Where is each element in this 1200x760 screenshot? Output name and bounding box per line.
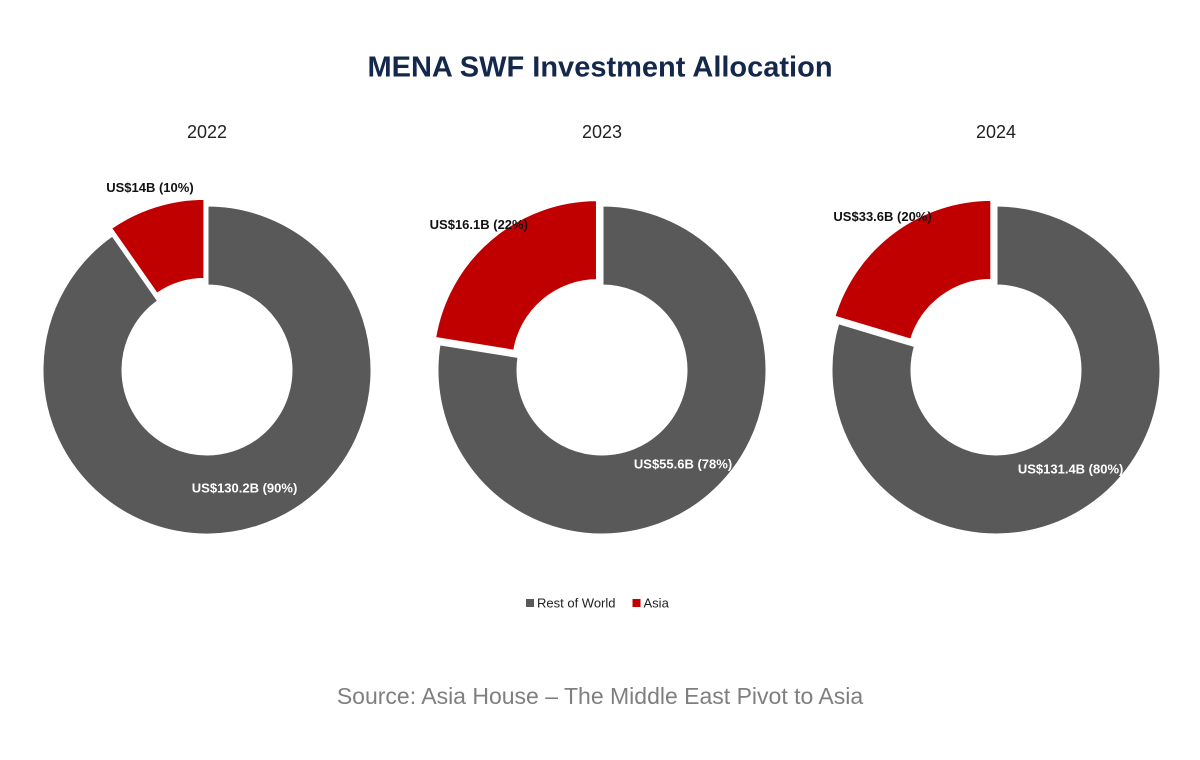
donut-slice <box>435 203 769 537</box>
donut-slice <box>831 197 994 343</box>
legend-swatch <box>526 599 534 607</box>
legend-label: Rest of World <box>537 595 616 610</box>
donut-title: 2024 <box>976 122 1016 142</box>
donut-title: 2023 <box>582 122 622 142</box>
donut-title: 2022 <box>187 122 227 142</box>
data-label: US$16.1B (22%) <box>430 217 528 232</box>
data-label: US$14B (10%) <box>106 180 193 195</box>
donut-slice <box>40 203 374 537</box>
data-label: US$33.6B (20%) <box>833 209 931 224</box>
chart-title: MENA SWF Investment Allocation <box>367 52 832 84</box>
data-label: US$55.6B (78%) <box>634 457 732 472</box>
source: Source: Asia House – The Middle East Piv… <box>337 683 864 709</box>
data-label: US$131.4B (80%) <box>1018 462 1124 477</box>
donut-slice <box>108 196 207 297</box>
donut-slice <box>829 203 1163 537</box>
data-label: US$130.2B (90%) <box>192 481 298 496</box>
legend-swatch <box>632 599 641 607</box>
legend-label: Asia <box>644 595 670 610</box>
donut-slice <box>432 198 599 354</box>
